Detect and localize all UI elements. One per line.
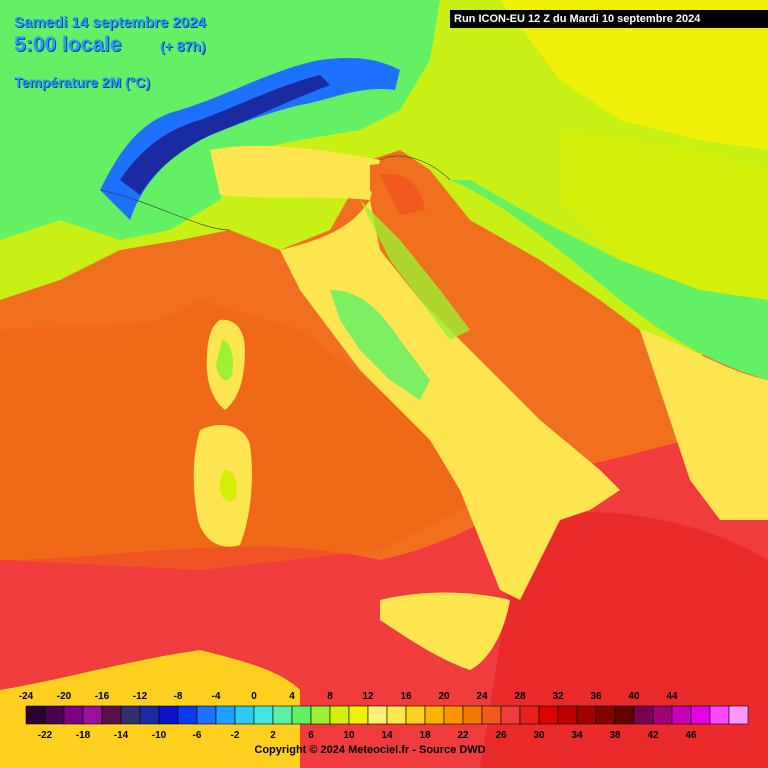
legend-tick-label: -22 [37,730,53,741]
legend-swatch [348,705,369,725]
legend-tick-label: 24 [476,691,488,702]
legend-tick-label: 0 [251,691,257,702]
legend-tick-label: 40 [628,691,640,702]
legend-tick-label: -12 [132,691,148,702]
legend-swatch [196,705,217,725]
legend-swatch [690,705,711,725]
legend-swatch [44,705,65,725]
legend-tick-label: 18 [419,730,431,741]
legend-tick-label: -24 [18,691,34,702]
legend-tick-label: -20 [56,691,72,702]
legend-tick-label: 44 [666,691,678,702]
color-legend: -24 -20 -16 -12 -8 -4 0 4 8 12 16 20 24 28 32 36 40 44 -2… [0,688,768,768]
legend-tick-label: 34 [571,730,583,741]
legend-swatch [728,705,749,725]
legend-swatch [25,705,46,725]
legend-swatch [82,705,103,725]
legend-tick-label: 32 [552,691,564,702]
legend-swatch [595,705,616,725]
legend-swatch [519,705,540,725]
legend-swatch [310,705,331,725]
legend-swatch [633,705,654,725]
legend-tick-label: -10 [151,730,167,741]
legend-swatch [538,705,559,725]
legend-swatch [253,705,274,725]
legend-tick-label: 2 [270,730,276,741]
legend-swatch [291,705,312,725]
local-time: 5:00 locale [14,33,122,56]
legend-swatch [386,705,407,725]
legend-swatch [614,705,635,725]
legend-swatch [424,705,445,725]
legend-swatch [63,705,84,725]
legend-tick-label: 4 [289,691,295,702]
legend-swatch [671,705,692,725]
legend-tick-label: -14 [113,730,129,741]
legend-tick-label: -18 [75,730,91,741]
legend-tick-label: 6 [308,730,314,741]
legend-swatch [576,705,597,725]
legend-swatch [139,705,160,725]
legend-tick-label: -2 [230,730,240,741]
legend-tick-label: 10 [343,730,355,741]
legend-swatch [652,705,673,725]
legend-swatch [443,705,464,725]
legend-tick-label: 36 [590,691,602,702]
legend-tick-label: 38 [609,730,621,741]
legend-tick-label: 26 [495,730,507,741]
legend-tick-label: -6 [192,730,202,741]
lead-time: (+ 87h) [160,38,206,54]
legend-swatch [329,705,350,725]
legend-tick-label: 16 [400,691,412,702]
legend-tick-label: 14 [381,730,393,741]
legend-tick-label: 42 [647,730,659,741]
legend-swatch [120,705,141,725]
legend-tick-label: 20 [438,691,450,702]
legend-swatch [557,705,578,725]
legend-swatch [367,705,388,725]
legend-swatch [272,705,293,725]
parameter-label: Température 2M (°C) [14,74,151,90]
legend-tick-label: -4 [211,691,221,702]
legend-tick-label: 12 [362,691,374,702]
forecast-date: Samedi 14 septembre 2024 [14,14,206,31]
legend-tick-label: 30 [533,730,545,741]
legend-tick-label: -8 [173,691,183,702]
legend-swatch [709,705,730,725]
run-banner: Run ICON-EU 12 Z du Mardi 10 septembre 2… [450,10,768,28]
legend-bar [25,705,749,725]
legend-tick-label: 28 [514,691,526,702]
legend-swatch [101,705,122,725]
legend-swatch [215,705,236,725]
legend-swatch [158,705,179,725]
legend-swatch [234,705,255,725]
legend-swatch [462,705,483,725]
legend-tick-label: 22 [457,730,469,741]
legend-swatch [500,705,521,725]
legend-swatch [405,705,426,725]
legend-swatch [481,705,502,725]
legend-tick-label: 46 [685,730,697,741]
copyright: Copyright © 2024 Meteociel.fr - Source D… [254,744,486,756]
legend-tick-label: -16 [94,691,110,702]
legend-tick-label: 8 [327,691,333,702]
legend-swatch [177,705,198,725]
